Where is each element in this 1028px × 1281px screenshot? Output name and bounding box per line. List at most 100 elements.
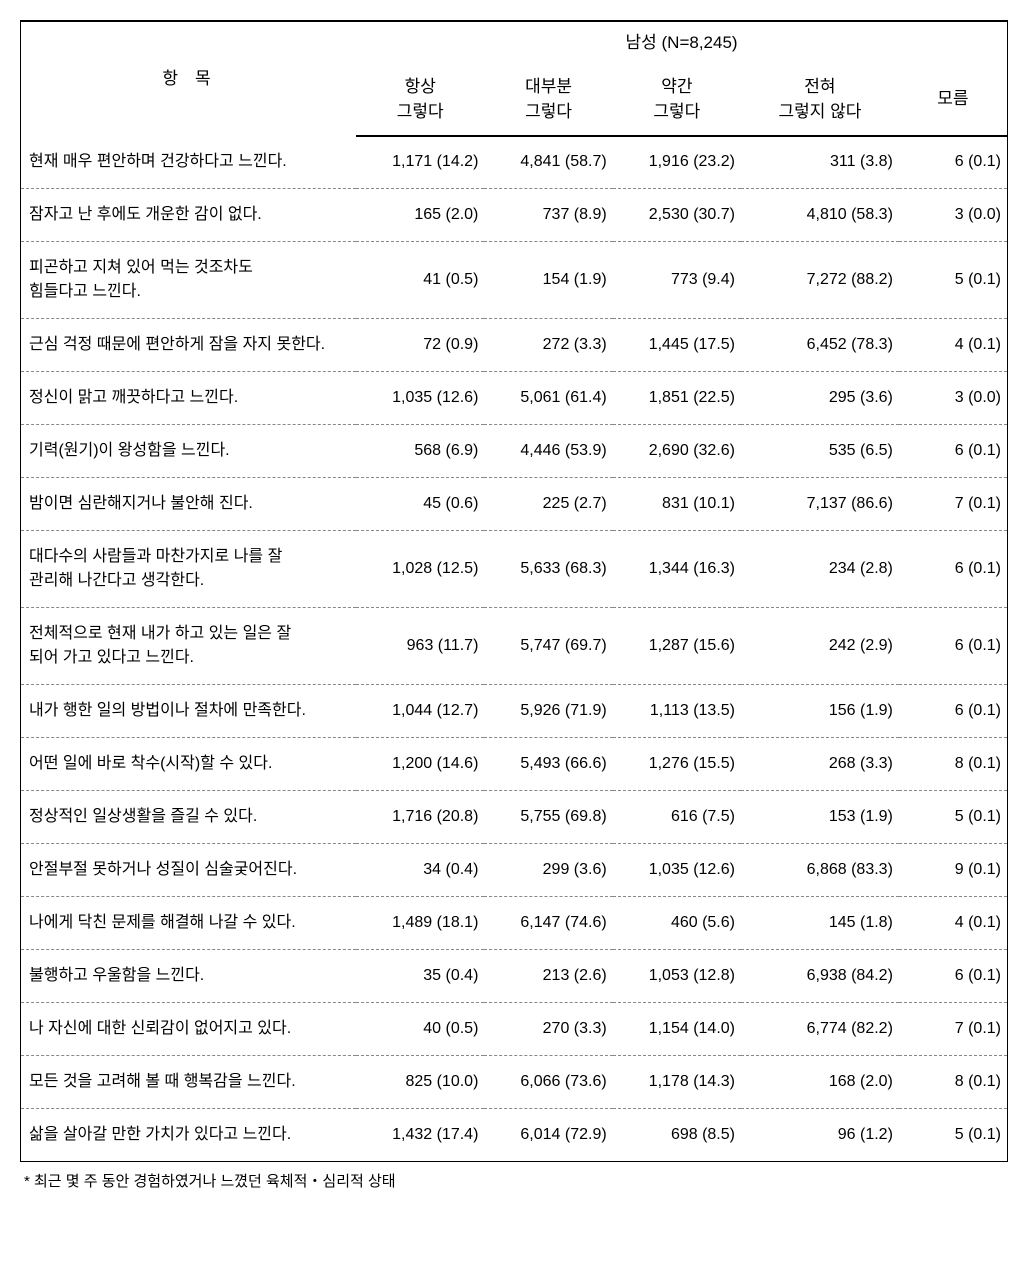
row-label: 대다수의 사람들과 마찬가지로 나를 잘 관리해 나간다고 생각한다.	[21, 530, 357, 607]
row-value: 311 (3.8)	[741, 136, 899, 189]
header-col-2: 약간 그렇다	[613, 64, 741, 136]
row-value: 7 (0.1)	[899, 1002, 1008, 1055]
row-value: 460 (5.6)	[613, 896, 741, 949]
table-row: 피곤하고 지쳐 있어 먹는 것조차도 힘들다고 느낀다.41 (0.5)154 …	[21, 241, 1008, 318]
table-row: 정상적인 일상생활을 즐길 수 있다.1,716 (20.8)5,755 (69…	[21, 790, 1008, 843]
row-value: 6 (0.1)	[899, 136, 1008, 189]
row-value: 737 (8.9)	[484, 188, 612, 241]
row-value: 234 (2.8)	[741, 530, 899, 607]
row-value: 5,747 (69.7)	[484, 607, 612, 684]
header-item: 항목	[21, 21, 357, 136]
row-value: 1,916 (23.2)	[613, 136, 741, 189]
row-value: 6,066 (73.6)	[484, 1055, 612, 1108]
row-value: 1,171 (14.2)	[356, 136, 484, 189]
table-row: 안절부절 못하거나 성질이 심술궂어진다.34 (0.4)299 (3.6)1,…	[21, 843, 1008, 896]
row-value: 165 (2.0)	[356, 188, 484, 241]
row-label: 모든 것을 고려해 볼 때 행복감을 느낀다.	[21, 1055, 357, 1108]
row-value: 3 (0.0)	[899, 188, 1008, 241]
row-value: 295 (3.6)	[741, 371, 899, 424]
row-value: 242 (2.9)	[741, 607, 899, 684]
row-value: 1,044 (12.7)	[356, 684, 484, 737]
row-label: 안절부절 못하거나 성질이 심술궂어진다.	[21, 843, 357, 896]
table-body: 현재 매우 편안하며 건강하다고 느낀다.1,171 (14.2)4,841 (…	[21, 136, 1008, 1162]
table-row: 정신이 맑고 깨끗하다고 느낀다.1,035 (12.6)5,061 (61.4…	[21, 371, 1008, 424]
row-value: 1,287 (15.6)	[613, 607, 741, 684]
row-value: 6,938 (84.2)	[741, 949, 899, 1002]
row-value: 299 (3.6)	[484, 843, 612, 896]
header-col-0: 항상 그렇다	[356, 64, 484, 136]
row-value: 698 (8.5)	[613, 1108, 741, 1161]
row-value: 6,774 (82.2)	[741, 1002, 899, 1055]
row-value: 1,035 (12.6)	[613, 843, 741, 896]
row-label: 밤이면 심란해지거나 불안해 진다.	[21, 477, 357, 530]
row-value: 773 (9.4)	[613, 241, 741, 318]
row-value: 5 (0.1)	[899, 790, 1008, 843]
row-value: 1,200 (14.6)	[356, 737, 484, 790]
row-label: 근심 걱정 때문에 편안하게 잠을 자지 못한다.	[21, 318, 357, 371]
row-value: 616 (7.5)	[613, 790, 741, 843]
row-label: 어떤 일에 바로 착수(시작)할 수 있다.	[21, 737, 357, 790]
row-value: 268 (3.3)	[741, 737, 899, 790]
row-label: 불행하고 우울함을 느낀다.	[21, 949, 357, 1002]
row-value: 963 (11.7)	[356, 607, 484, 684]
header-col-3: 전혀 그렇지 않다	[741, 64, 899, 136]
row-label: 정신이 맑고 깨끗하다고 느낀다.	[21, 371, 357, 424]
table-row: 현재 매우 편안하며 건강하다고 느낀다.1,171 (14.2)4,841 (…	[21, 136, 1008, 189]
header-col-1: 대부분 그렇다	[484, 64, 612, 136]
row-value: 1,113 (13.5)	[613, 684, 741, 737]
table-row: 대다수의 사람들과 마찬가지로 나를 잘 관리해 나간다고 생각한다.1,028…	[21, 530, 1008, 607]
row-value: 35 (0.4)	[356, 949, 484, 1002]
table-row: 삶을 살아갈 만한 가치가 있다고 느낀다.1,432 (17.4)6,014 …	[21, 1108, 1008, 1161]
row-value: 6 (0.1)	[899, 684, 1008, 737]
row-value: 4 (0.1)	[899, 318, 1008, 371]
table-row: 밤이면 심란해지거나 불안해 진다.45 (0.6)225 (2.7)831 (…	[21, 477, 1008, 530]
survey-table: 항목 남성 (N=8,245) 항상 그렇다대부분 그렇다약간 그렇다전혀 그렇…	[20, 20, 1008, 1162]
row-value: 4 (0.1)	[899, 896, 1008, 949]
table-row: 나 자신에 대한 신뢰감이 없어지고 있다.40 (0.5)270 (3.3)1…	[21, 1002, 1008, 1055]
table-header: 항목 남성 (N=8,245) 항상 그렇다대부분 그렇다약간 그렇다전혀 그렇…	[21, 21, 1008, 136]
row-value: 168 (2.0)	[741, 1055, 899, 1108]
row-value: 5,755 (69.8)	[484, 790, 612, 843]
row-value: 8 (0.1)	[899, 737, 1008, 790]
row-label: 나 자신에 대한 신뢰감이 없어지고 있다.	[21, 1002, 357, 1055]
table-row: 내가 행한 일의 방법이나 절차에 만족한다.1,044 (12.7)5,926…	[21, 684, 1008, 737]
row-label: 피곤하고 지쳐 있어 먹는 것조차도 힘들다고 느낀다.	[21, 241, 357, 318]
row-value: 6 (0.1)	[899, 424, 1008, 477]
row-value: 154 (1.9)	[484, 241, 612, 318]
row-value: 1,053 (12.8)	[613, 949, 741, 1002]
row-value: 5 (0.1)	[899, 241, 1008, 318]
row-value: 96 (1.2)	[741, 1108, 899, 1161]
row-value: 8 (0.1)	[899, 1055, 1008, 1108]
table-row: 어떤 일에 바로 착수(시작)할 수 있다.1,200 (14.6)5,493 …	[21, 737, 1008, 790]
table-row: 잠자고 난 후에도 개운한 감이 없다.165 (2.0)737 (8.9)2,…	[21, 188, 1008, 241]
row-value: 6 (0.1)	[899, 530, 1008, 607]
row-value: 6,014 (72.9)	[484, 1108, 612, 1161]
row-value: 2,690 (32.6)	[613, 424, 741, 477]
row-value: 5,633 (68.3)	[484, 530, 612, 607]
row-value: 72 (0.9)	[356, 318, 484, 371]
row-value: 2,530 (30.7)	[613, 188, 741, 241]
row-value: 1,489 (18.1)	[356, 896, 484, 949]
row-value: 40 (0.5)	[356, 1002, 484, 1055]
row-value: 7,137 (86.6)	[741, 477, 899, 530]
row-label: 나에게 닥친 문제를 해결해 나갈 수 있다.	[21, 896, 357, 949]
row-value: 4,446 (53.9)	[484, 424, 612, 477]
row-value: 4,841 (58.7)	[484, 136, 612, 189]
row-value: 1,178 (14.3)	[613, 1055, 741, 1108]
table-row: 기력(원기)이 왕성함을 느낀다.568 (6.9)4,446 (53.9)2,…	[21, 424, 1008, 477]
row-label: 잠자고 난 후에도 개운한 감이 없다.	[21, 188, 357, 241]
row-value: 568 (6.9)	[356, 424, 484, 477]
row-value: 272 (3.3)	[484, 318, 612, 371]
row-value: 6,147 (74.6)	[484, 896, 612, 949]
row-value: 7 (0.1)	[899, 477, 1008, 530]
row-label: 정상적인 일상생활을 즐길 수 있다.	[21, 790, 357, 843]
row-value: 153 (1.9)	[741, 790, 899, 843]
row-label: 기력(원기)이 왕성함을 느낀다.	[21, 424, 357, 477]
table-row: 전체적으로 현재 내가 하고 있는 일은 잘 되어 가고 있다고 느낀다.963…	[21, 607, 1008, 684]
row-label: 전체적으로 현재 내가 하고 있는 일은 잘 되어 가고 있다고 느낀다.	[21, 607, 357, 684]
table-row: 근심 걱정 때문에 편안하게 잠을 자지 못한다.72 (0.9)272 (3.…	[21, 318, 1008, 371]
row-value: 831 (10.1)	[613, 477, 741, 530]
row-value: 1,851 (22.5)	[613, 371, 741, 424]
row-value: 270 (3.3)	[484, 1002, 612, 1055]
survey-table-container: 항목 남성 (N=8,245) 항상 그렇다대부분 그렇다약간 그렇다전혀 그렇…	[20, 20, 1008, 1199]
